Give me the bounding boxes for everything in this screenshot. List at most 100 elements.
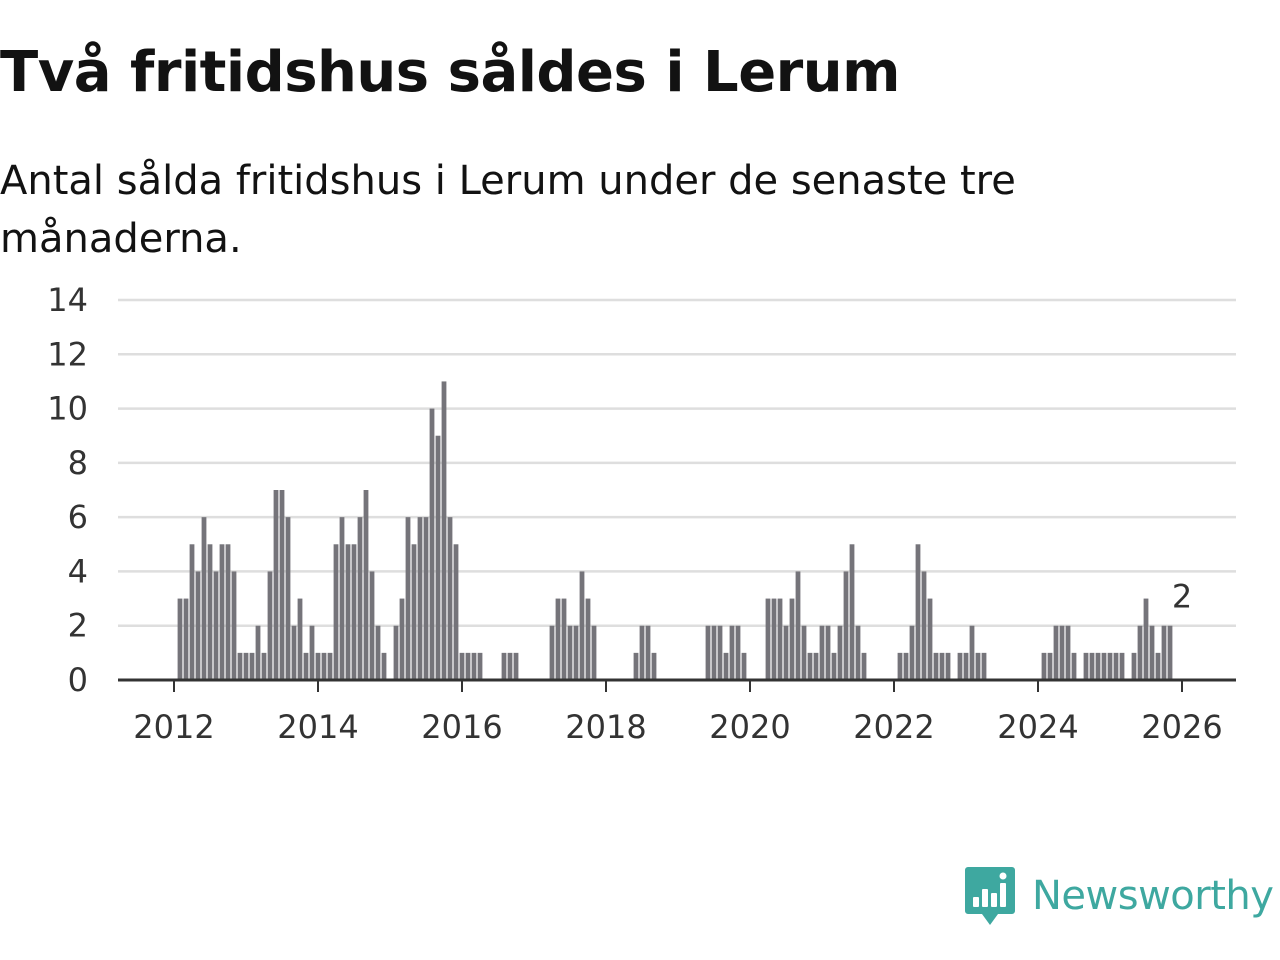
bar: [735, 625, 741, 680]
bar: [1143, 598, 1149, 680]
bar: [351, 544, 357, 680]
bar: [417, 517, 423, 680]
bar: [645, 625, 651, 680]
gridlines: [118, 298, 1236, 627]
y-tick-label: 10: [47, 390, 88, 428]
bar: [399, 598, 405, 680]
bar: [981, 652, 987, 680]
bar: [465, 652, 471, 680]
bar: [177, 598, 183, 680]
bar: [1167, 625, 1173, 680]
x-axis: 2012 2014 2016 2018 2020 2022 2024 2026: [118, 678, 1236, 746]
x-tick-label: 2026: [1141, 708, 1222, 746]
bar: [1101, 652, 1107, 680]
bar: [207, 544, 213, 680]
newsworthy-logo-text: Newsworthy: [1032, 873, 1274, 919]
bar: [1089, 652, 1095, 680]
bar: [963, 652, 969, 680]
bar: [339, 517, 345, 680]
bar: [1161, 625, 1167, 680]
bar: [795, 571, 801, 680]
y-tick-label: 2: [68, 607, 88, 645]
annotations: 2: [1172, 578, 1192, 616]
y-tick-label: 14: [47, 281, 88, 319]
bar: [975, 652, 981, 680]
bar: [549, 625, 555, 680]
x-tick-label: 2022: [853, 708, 934, 746]
x-tick-label: 2018: [565, 708, 646, 746]
bar: [471, 652, 477, 680]
bar: [957, 652, 963, 680]
y-tick-label: 6: [68, 498, 88, 536]
bar: [381, 652, 387, 680]
bar: [771, 598, 777, 680]
bar: [705, 625, 711, 680]
bar: [321, 652, 327, 680]
chart-subtitle: Antal sålda fritidshus i Lerum under de …: [0, 158, 1016, 262]
bar: [513, 652, 519, 680]
bar: [651, 652, 657, 680]
bar: [909, 625, 915, 680]
bar: [369, 571, 375, 680]
bar: [213, 571, 219, 680]
bar: [189, 544, 195, 680]
bar: [831, 652, 837, 680]
bar: [327, 652, 333, 680]
bar: [783, 625, 789, 680]
bar: [573, 625, 579, 680]
bar: [861, 652, 867, 680]
bar: [255, 625, 261, 680]
bar: [345, 544, 351, 680]
bar: [393, 625, 399, 680]
bar: [933, 652, 939, 680]
bar: [225, 544, 231, 680]
bar: [1137, 625, 1143, 680]
newsworthy-logo-icon: [965, 867, 1015, 925]
bar: [945, 652, 951, 680]
y-axis-labels: 0 2 4 6 8 10 12 14: [47, 281, 88, 699]
bar: [789, 598, 795, 680]
bar: [1047, 652, 1053, 680]
bar: [267, 571, 273, 680]
bar: [765, 598, 771, 680]
bar: [723, 652, 729, 680]
bar: [927, 598, 933, 680]
bar: [849, 544, 855, 680]
bar: [243, 652, 249, 680]
bar: [201, 517, 207, 680]
bar: [729, 625, 735, 680]
bar: [807, 652, 813, 680]
bar: [411, 544, 417, 680]
bar: [921, 571, 927, 680]
bar: [813, 652, 819, 680]
bar: [633, 652, 639, 680]
bar: [591, 625, 597, 680]
bar: [819, 625, 825, 680]
bar: [435, 435, 441, 680]
bar: [915, 544, 921, 680]
bar: [441, 381, 447, 680]
bar: [405, 517, 411, 680]
bar: [237, 652, 243, 680]
bar: [741, 652, 747, 680]
newsworthy-logo: Newsworthy: [964, 864, 1274, 928]
x-tick-label: 2020: [709, 708, 790, 746]
bar: [261, 652, 267, 680]
chart-title: Två fritidshus såldes i Lerum: [0, 40, 901, 105]
bar: [639, 625, 645, 680]
bar: [1119, 652, 1125, 680]
bar: [375, 625, 381, 680]
bar: [315, 652, 321, 680]
bar: [273, 490, 279, 680]
bar: [1053, 625, 1059, 680]
bar: [939, 652, 945, 680]
bar: [459, 652, 465, 680]
bar: [363, 490, 369, 680]
bar: [429, 408, 435, 680]
bar: [777, 598, 783, 680]
bar: [303, 652, 309, 680]
bar: [1107, 652, 1113, 680]
bar: [1113, 652, 1119, 680]
bar: [507, 652, 513, 680]
y-tick-label: 0: [68, 661, 88, 699]
